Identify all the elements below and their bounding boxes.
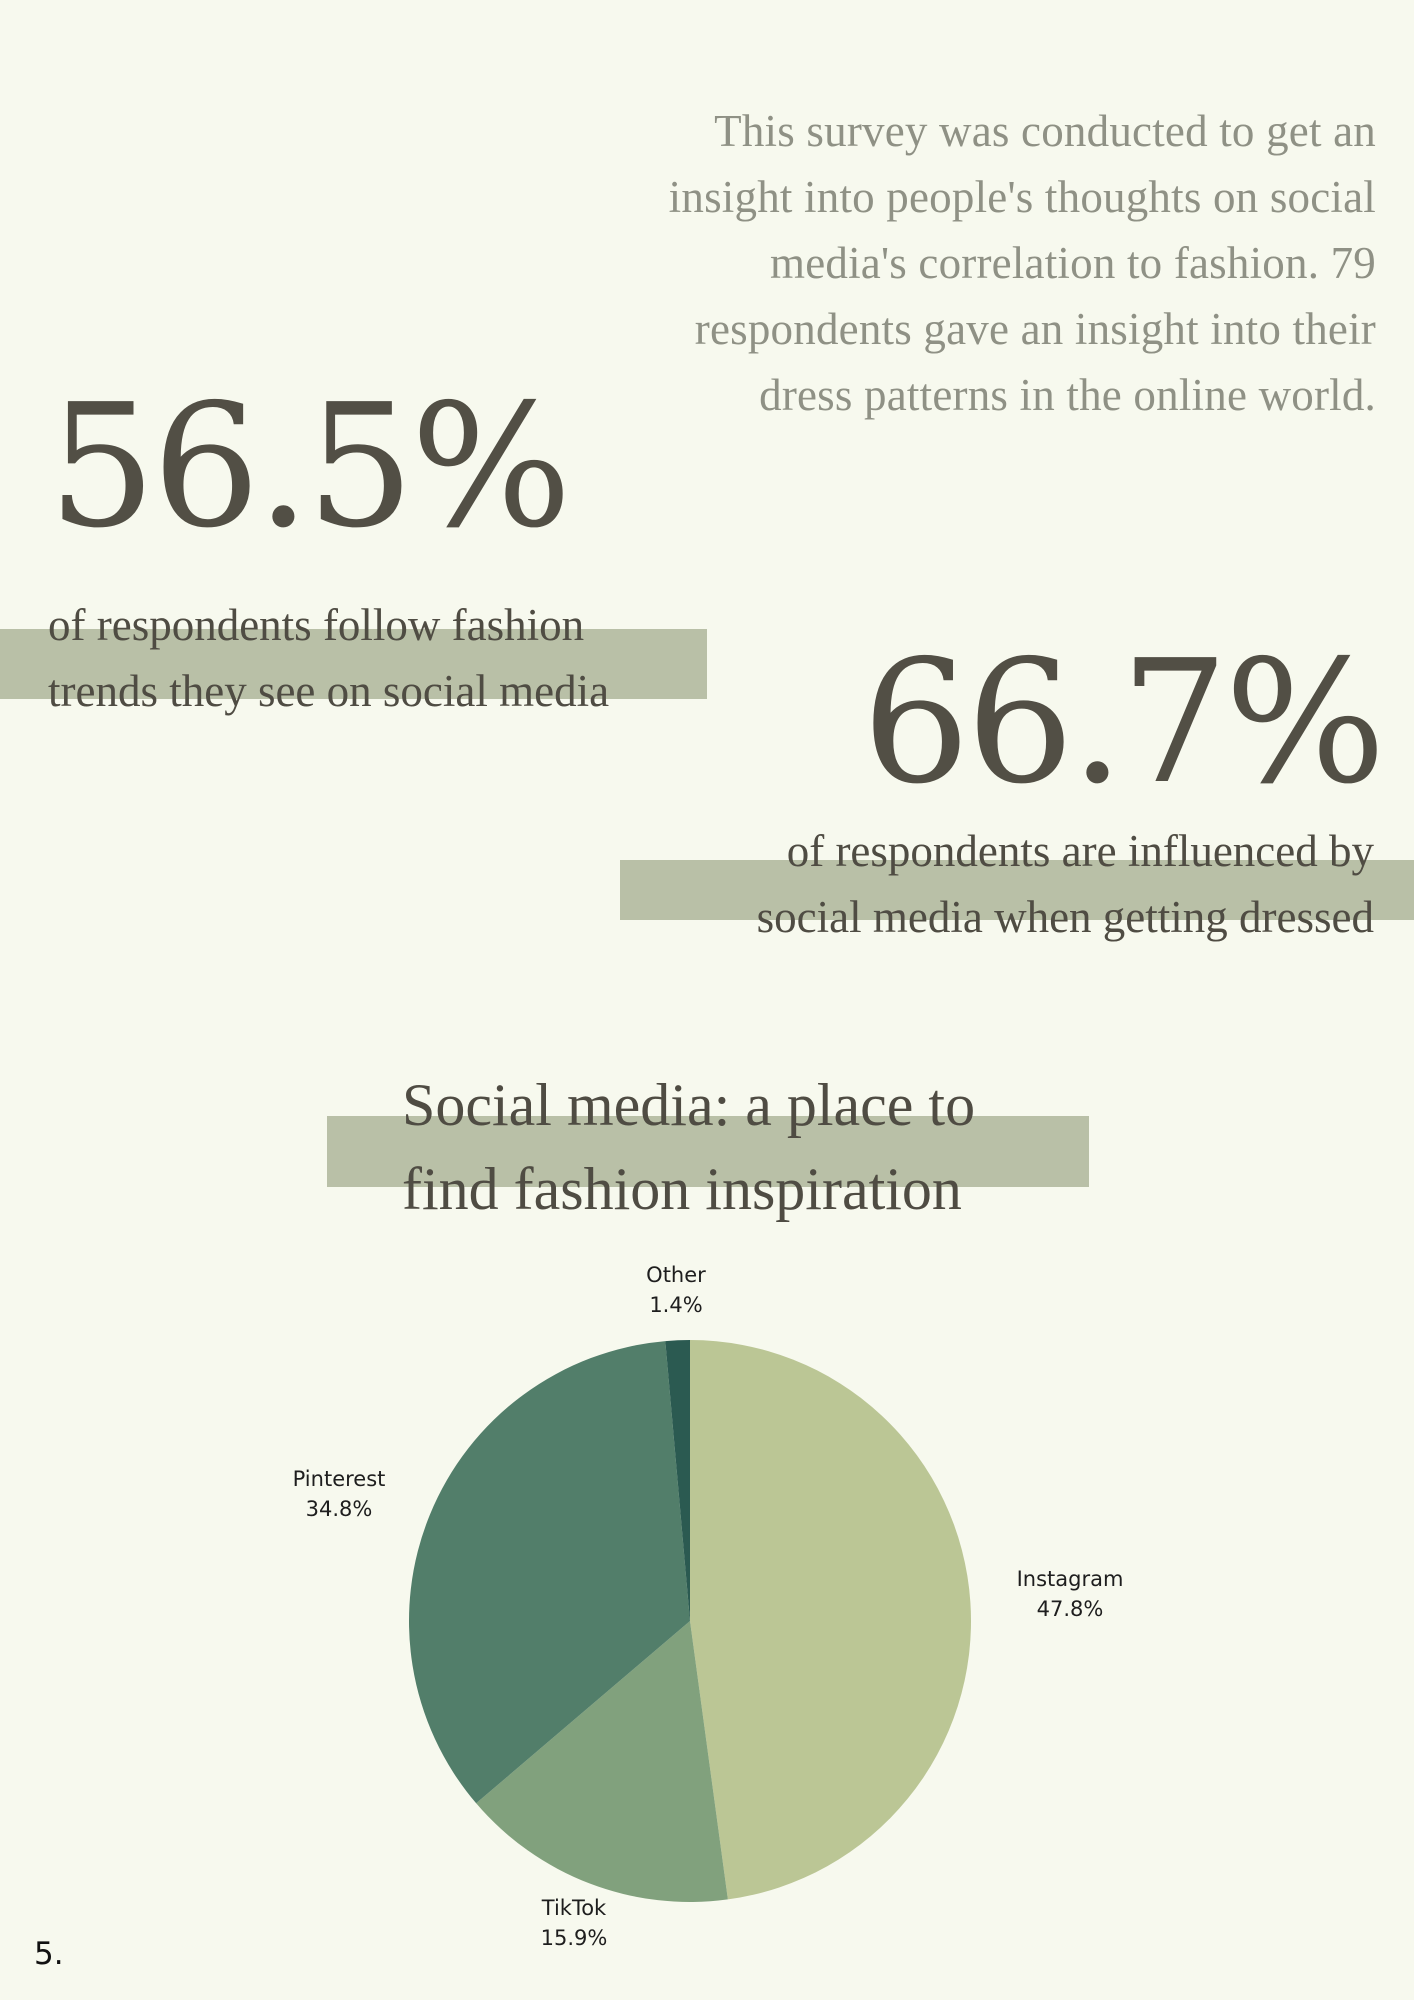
stat-follow-value: 56.5% (48, 368, 572, 566)
stat-influenced-value: 66.7% (862, 624, 1386, 822)
highlight-band-follow (0, 629, 707, 699)
stat-influenced-caption: of respondents are influenced by social … (756, 826, 1374, 942)
pie-slice-instagram (690, 1340, 971, 1900)
slice-label-value-other: 1.4% (649, 1293, 702, 1317)
slice-label-value-instagram: 47.8% (1037, 1597, 1104, 1621)
slice-label-name-instagram: Instagram (1017, 1567, 1124, 1591)
pie-slice-other (665, 1340, 690, 1621)
slice-label-value-pinterest: 34.8% (306, 1497, 373, 1521)
pie-slice-tiktok (476, 1621, 728, 1902)
survey-intro-text: This survey was conducted to get an insi… (668, 106, 1376, 420)
page-number: 5. (34, 1936, 64, 1972)
stat-follow-caption: of respondents follow fashion trends the… (48, 600, 610, 716)
highlight-band-influenced (620, 860, 1414, 920)
slice-label-name-pinterest: Pinterest (293, 1467, 386, 1491)
chart-title: Social media: a place to find fashion in… (402, 1072, 976, 1222)
slice-label-value-tiktok: 15.9% (541, 1926, 608, 1950)
pie-slice-pinterest (409, 1341, 690, 1804)
highlight-band-title (327, 1116, 1089, 1187)
slice-label-name-tiktok: TikTok (541, 1896, 607, 1920)
slice-label-name-other: Other (646, 1263, 706, 1287)
